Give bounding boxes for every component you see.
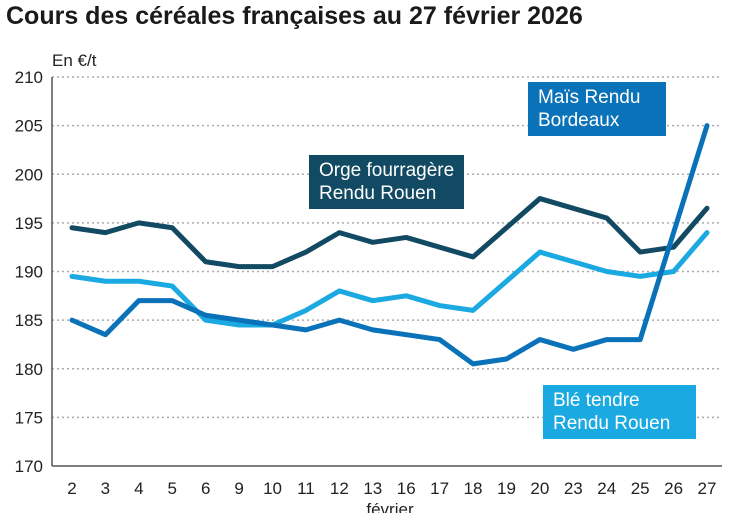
y-tick-label: 170	[15, 457, 43, 476]
label-orge-line2: Rendu Rouen	[319, 183, 437, 204]
x-tick-label: 20	[530, 479, 549, 498]
y-tick-label: 190	[15, 263, 43, 282]
x-tick-label: 26	[664, 479, 683, 498]
x-tick-label: 18	[464, 479, 483, 498]
x-tick-label: 24	[597, 479, 616, 498]
label-ble: Blé tendre Rendu Rouen	[543, 385, 696, 439]
x-tick-label: 11	[297, 479, 315, 498]
x-tick-label: 13	[363, 479, 382, 498]
label-ble-line2: Rendu Rouen	[553, 413, 671, 434]
y-axis-label: En €/t	[52, 51, 97, 70]
x-tick-label: 6	[201, 479, 210, 498]
series-line	[69, 196, 710, 270]
series-line	[69, 230, 710, 328]
x-tick-label: 25	[631, 479, 650, 498]
x-tick-label: 16	[397, 479, 416, 498]
x-axis-label: février	[366, 500, 414, 513]
x-tick-label: 3	[101, 479, 110, 498]
x-tick-label: 5	[168, 479, 177, 498]
x-tick-label: 4	[134, 479, 143, 498]
label-mais-line1: Maïs Rendu	[538, 87, 641, 108]
y-tick-label: 205	[15, 117, 43, 136]
y-tick-label: 185	[15, 311, 43, 330]
label-mais-line2: Bordeaux	[538, 110, 620, 131]
label-ble-line1: Blé tendre	[553, 390, 640, 411]
x-tick-label: 19	[497, 479, 516, 498]
x-tick-label: 27	[698, 479, 717, 498]
chart-title: Cours des céréales françaises au 27 févr…	[6, 2, 583, 30]
x-tick-label: 2	[67, 479, 76, 498]
label-mais: Maïs Rendu Bordeaux	[528, 82, 666, 136]
x-tick-label: 9	[234, 479, 243, 498]
y-tick-label: 210	[15, 68, 43, 87]
x-tick-label: 17	[430, 479, 449, 498]
x-tick-label: 12	[330, 479, 349, 498]
y-tick-label: 195	[15, 214, 43, 233]
label-orge: Orge fourragère Rendu Rouen	[309, 155, 465, 209]
x-tick-label: 10	[263, 479, 282, 498]
y-tick-label: 200	[15, 165, 43, 184]
y-tick-label: 180	[15, 360, 43, 379]
x-tick-label: 23	[564, 479, 583, 498]
label-orge-line1: Orge fourragère	[319, 160, 455, 181]
y-tick-label: 175	[15, 408, 43, 427]
series-line	[69, 123, 710, 367]
